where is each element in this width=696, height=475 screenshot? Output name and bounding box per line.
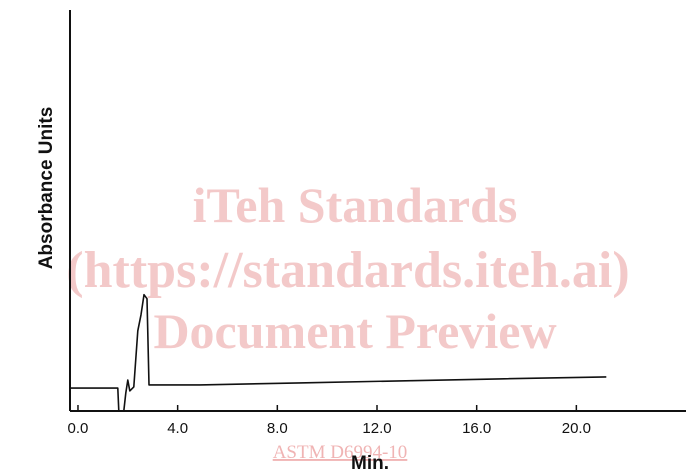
x-tick-label: 8.0 bbox=[267, 420, 288, 437]
x-tick-label: 12.0 bbox=[362, 420, 391, 437]
watermark: (https://standards.iteh.ai) bbox=[66, 242, 629, 299]
watermark: Document Preview bbox=[153, 303, 556, 359]
x-axis-title: Min. bbox=[351, 453, 389, 474]
x-tick-label: 4.0 bbox=[167, 420, 188, 437]
x-tick-label: 16.0 bbox=[462, 420, 491, 437]
y-axis-title: Absorbance Units bbox=[36, 107, 57, 270]
x-tick-label: 20.0 bbox=[562, 420, 591, 437]
trace bbox=[70, 293, 607, 412]
footer-link[interactable]: ASTM D6994-10 bbox=[273, 442, 408, 463]
x-tick-label: 0.0 bbox=[68, 420, 89, 437]
watermark: iTeh Standards bbox=[193, 177, 518, 233]
